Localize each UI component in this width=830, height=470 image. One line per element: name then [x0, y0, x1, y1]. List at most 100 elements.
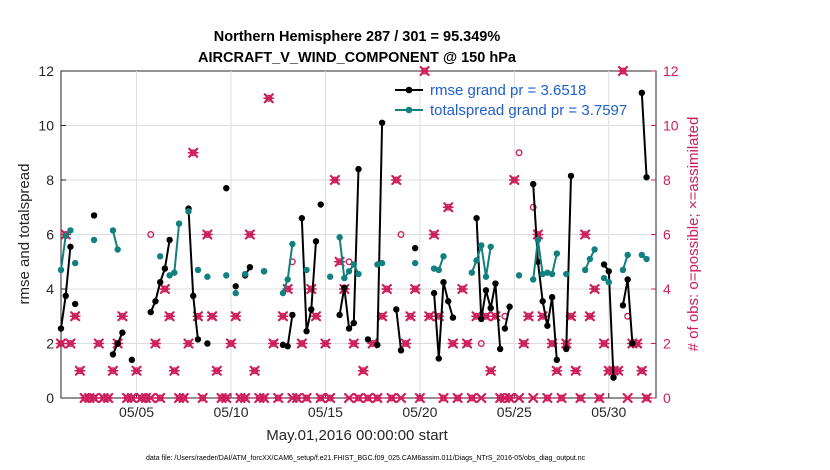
y-tick-label-5: 10	[38, 118, 54, 134]
series-point	[156, 253, 164, 260]
series-point	[345, 268, 353, 275]
series-point	[435, 266, 442, 274]
series-point	[152, 298, 159, 305]
obs-assimilated-point-46	[272, 392, 284, 404]
obs-assimilated-point-87	[466, 392, 478, 404]
y-right-tick-label-0: 0	[663, 390, 671, 406]
series-point	[232, 289, 239, 297]
x-axis-ticks: 05/05 05/10 05/15 05/20 05/25 05/30	[119, 393, 627, 420]
obs-assimilated-point-76	[414, 392, 426, 404]
series-point	[190, 292, 197, 300]
obs-assimilated-point-37	[230, 311, 242, 322]
obs-assimilated-point-71	[390, 174, 402, 186]
obs-assimilated-point-103	[541, 392, 553, 404]
chart-title-line-2: AIRCRAFT_V_WIND_COMPONENT @ 150 hPa	[198, 50, 517, 66]
obs-assimilated-point-0	[55, 338, 67, 349]
y-right-tick-label-4: 8	[663, 172, 671, 188]
x-tick-label-5: 05/30	[591, 404, 626, 420]
x-axis-label: May.01,2016 00:00:00 start	[266, 427, 448, 444]
obs-assimilated-point-32	[206, 311, 218, 322]
obs-assimilated-point-62	[348, 338, 360, 349]
series-point	[350, 261, 357, 268]
legend-rmse-marker	[405, 86, 413, 94]
y-axis-right-ticks: 0 2 4 6 8 10 12	[651, 63, 679, 406]
series-point	[553, 250, 561, 257]
obs-assimilated-point-112	[584, 311, 596, 322]
y-tick-label-4: 8	[46, 172, 54, 188]
obs-assimilated-point-47	[277, 311, 289, 322]
series-point	[232, 283, 239, 290]
series-point	[600, 274, 608, 282]
series-point	[128, 356, 136, 364]
series-point	[473, 257, 480, 264]
obs-assimilated-point-81	[438, 392, 449, 404]
series-point	[204, 340, 211, 347]
series-point	[364, 336, 372, 343]
obs-assimilated-point-91	[485, 365, 497, 376]
obs-assimilated-point-20	[149, 338, 161, 349]
series-point	[397, 347, 405, 354]
series-point	[563, 345, 570, 353]
obs-assimilated-point-98	[518, 338, 530, 349]
series-point	[478, 242, 485, 249]
y-tick-label-3: 6	[46, 227, 54, 243]
obs-assimilated-point-61	[343, 392, 355, 404]
series-line-segment-22	[503, 306, 511, 329]
series-point	[482, 273, 490, 280]
series-point	[492, 280, 499, 287]
obs-assimilated-point-82	[442, 202, 454, 213]
series-point	[506, 303, 513, 310]
series-point	[67, 243, 74, 250]
series-point	[326, 273, 334, 280]
series-point	[90, 236, 98, 244]
obs-possible-point-97	[515, 149, 523, 157]
series-point	[487, 304, 494, 312]
obs-possible-point-72	[397, 231, 405, 238]
obs-assimilated-point-100	[527, 392, 539, 404]
obs-assimilated-point-40	[244, 229, 256, 240]
series-point	[478, 315, 485, 323]
series-point	[161, 265, 169, 272]
obs-assimilated-point-97	[513, 392, 525, 404]
series-line-segment-3	[111, 230, 119, 250]
series-point	[119, 329, 126, 336]
series-line-segment-13	[300, 218, 317, 332]
series-point	[445, 298, 452, 305]
series-point	[501, 325, 509, 332]
series-point	[605, 268, 612, 275]
obs-assimilated-point-13	[116, 311, 128, 322]
obs-assimilated-point-70	[386, 392, 398, 404]
series-point	[435, 355, 442, 362]
series-point	[638, 89, 646, 97]
series-point	[62, 232, 69, 240]
series-point	[114, 340, 121, 347]
series-point	[619, 266, 627, 274]
obs-assimilated-point-27	[182, 338, 195, 349]
obs-assimilated-point-53	[305, 283, 317, 295]
obs-assimilated-point-78	[423, 311, 435, 322]
obs-possible-point-61	[345, 258, 353, 266]
series-point	[591, 246, 598, 253]
y-axis-left-ticks: 0 2 4 6 8 10 12	[38, 63, 66, 406]
obs-assimilated-point-7	[88, 392, 100, 404]
obs-possible-point-89	[477, 340, 485, 347]
obs-assimilated-point-111	[579, 229, 591, 240]
obs-assimilated-point-123	[636, 365, 648, 376]
obs-assimilated-point-69	[381, 283, 393, 295]
x-tick-label-0: 05/05	[119, 404, 154, 420]
series-line-segment-21	[475, 218, 502, 349]
series-point	[468, 269, 476, 276]
legend-totalspread-label: totalspread grand pr = 3.7597	[430, 102, 627, 119]
obs-assimilated-point-50	[291, 392, 303, 404]
obs-count-markers	[55, 65, 653, 404]
series-point	[171, 269, 178, 276]
obs-assimilated-point-28	[187, 147, 199, 158]
obs-possible-point-100	[529, 203, 537, 211]
obs-assimilated-point-8	[93, 338, 105, 349]
obs-assimilated-point-124	[641, 392, 653, 404]
obs-assimilated-point-23	[164, 311, 176, 322]
legend: rmse grand pr = 3.6518 totalspread grand…	[395, 82, 627, 119]
obs-assimilated-point-95	[504, 392, 516, 404]
obs-assimilated-point-114	[593, 392, 605, 404]
